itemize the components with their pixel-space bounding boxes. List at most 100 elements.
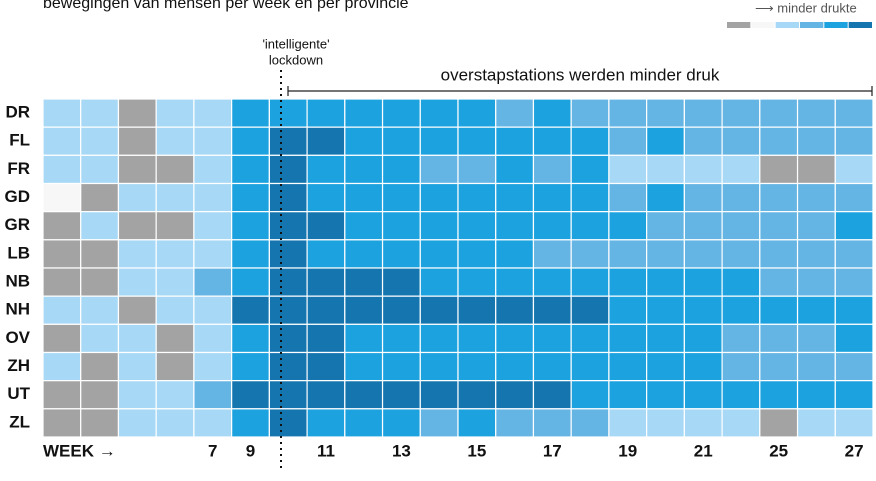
heat-cell <box>80 239 120 269</box>
row-label: NB <box>5 272 30 291</box>
heat-cell <box>608 408 648 438</box>
heat-cell <box>646 380 685 410</box>
row-label: NH <box>5 300 30 319</box>
heat-cell <box>721 323 761 354</box>
heat-cell <box>570 323 610 354</box>
heat-cell <box>721 211 761 241</box>
heat-cell <box>834 408 874 438</box>
chart-title: bewegingen van mensen per week en per pr… <box>43 0 409 12</box>
heat-cell <box>268 267 308 297</box>
heat-cell <box>381 267 421 297</box>
heat-cell <box>608 267 648 297</box>
heat-cell <box>42 211 82 241</box>
heat-cell <box>80 154 120 185</box>
heat-cell <box>193 126 233 156</box>
heat-cell <box>495 351 535 382</box>
heat-cell <box>381 182 421 213</box>
heat-cell <box>570 211 610 241</box>
heat-cell <box>796 154 836 185</box>
heat-cell <box>532 182 572 213</box>
heat-cell <box>344 182 384 213</box>
heat-cell <box>306 154 346 185</box>
heat-cell <box>759 380 799 410</box>
heat-cell <box>117 351 157 382</box>
heat-cell <box>495 267 535 297</box>
heat-cell <box>608 126 648 156</box>
heat-cell <box>457 380 497 410</box>
heat-cell <box>683 323 723 354</box>
heat-cell <box>721 126 761 156</box>
heat-cell <box>796 267 836 297</box>
heat-cell <box>117 126 157 156</box>
heat-cell <box>42 182 82 213</box>
heat-cell <box>306 323 346 354</box>
heat-cell <box>193 239 233 269</box>
heat-cell <box>457 267 497 297</box>
heat-cell <box>834 380 874 410</box>
heat-cell <box>306 267 346 297</box>
heat-cell <box>683 126 723 156</box>
heat-cell <box>796 351 836 382</box>
heat-cell <box>193 182 233 213</box>
heat-cell <box>193 211 233 241</box>
heat-cell <box>834 295 874 325</box>
heat-cell <box>268 126 308 156</box>
heat-cell <box>42 154 82 185</box>
heat-cell <box>419 126 459 156</box>
heat-cell <box>381 408 421 438</box>
heat-cell <box>231 267 270 297</box>
heat-cell <box>80 211 120 241</box>
annotation: lockdown <box>269 52 323 67</box>
heat-cell <box>532 323 572 354</box>
heat-cell <box>796 380 836 410</box>
heat-cell <box>306 182 346 213</box>
heat-cell <box>608 211 648 241</box>
heat-cell <box>721 295 761 325</box>
x-tick-label: 7 <box>208 441 217 460</box>
heat-cell <box>344 267 384 297</box>
x-tick-label: 21 <box>694 441 713 460</box>
heat-cell <box>683 211 723 241</box>
heat-cell <box>306 98 346 128</box>
heat-cell <box>80 267 120 297</box>
heat-cell <box>80 182 120 213</box>
heat-cell <box>834 239 874 269</box>
heat-cell <box>495 239 535 269</box>
heat-cell <box>570 267 610 297</box>
heat-cell <box>457 295 497 325</box>
heat-cell <box>344 211 384 241</box>
heat-cell <box>231 295 270 325</box>
heat-cell <box>796 126 836 156</box>
heat-cell <box>570 351 610 382</box>
heat-cell <box>80 408 120 438</box>
heat-cell <box>532 126 572 156</box>
heat-cell <box>759 408 799 438</box>
heat-cell <box>683 380 723 410</box>
heat-cell <box>834 323 874 354</box>
heat-cell <box>117 211 157 241</box>
heat-cell <box>570 98 610 128</box>
heat-cell <box>683 182 723 213</box>
heat-cell <box>457 211 497 241</box>
heat-cell <box>344 154 384 185</box>
heat-cell <box>155 295 195 325</box>
x-tick-label: 11 <box>317 441 335 460</box>
heat-cell <box>419 182 459 213</box>
heat-cell <box>419 267 459 297</box>
heat-cell <box>570 295 610 325</box>
heat-cell <box>796 182 836 213</box>
heat-cell <box>155 98 195 128</box>
heat-cell <box>646 182 685 213</box>
heat-cell <box>570 126 610 156</box>
annotation: 'intelligente' <box>262 36 329 51</box>
heat-cell <box>268 380 308 410</box>
heat-cell <box>381 98 421 128</box>
x-tick-label: 13 <box>392 441 411 460</box>
row-label: GD <box>5 187 31 206</box>
heat-cell <box>495 323 535 354</box>
heat-cell <box>306 380 346 410</box>
heat-cell <box>155 267 195 297</box>
heat-cell <box>268 182 308 213</box>
heat-cell <box>193 267 233 297</box>
